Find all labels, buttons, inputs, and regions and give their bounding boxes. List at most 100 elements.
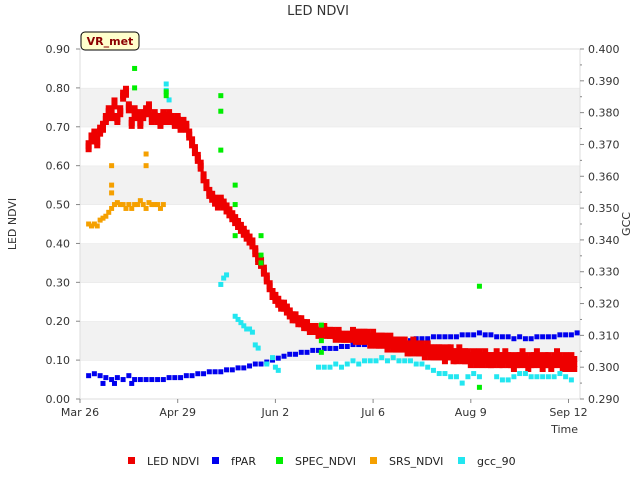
data-point xyxy=(129,205,135,211)
data-point xyxy=(146,200,152,206)
y-right-tick-label: 0.360 xyxy=(588,170,620,183)
legend-label: gcc_90 xyxy=(477,455,516,468)
data-point xyxy=(109,182,115,188)
series-gcc-90 xyxy=(163,81,574,386)
data-point xyxy=(321,364,327,370)
data-point xyxy=(91,371,97,377)
data-point xyxy=(565,366,572,372)
data-point xyxy=(364,328,371,335)
data-point xyxy=(482,348,489,355)
data-point xyxy=(120,95,127,102)
data-point xyxy=(232,313,238,319)
data-point xyxy=(111,202,117,208)
data-point xyxy=(551,362,558,369)
data-point xyxy=(327,345,333,351)
data-point xyxy=(214,204,221,211)
data-point xyxy=(442,334,448,340)
data-point xyxy=(183,373,189,379)
data-point xyxy=(419,361,425,367)
data-point xyxy=(108,115,115,122)
data-point xyxy=(494,334,500,340)
legend-swatch xyxy=(370,457,377,464)
y-left-tick-label: 0.10 xyxy=(46,354,71,367)
data-point xyxy=(563,374,569,380)
grid-band xyxy=(80,204,580,244)
grid-band xyxy=(80,165,580,205)
data-point xyxy=(160,202,166,208)
y-right-tick-label: 0.290 xyxy=(588,393,620,406)
data-point xyxy=(402,358,408,364)
data-point xyxy=(551,374,557,380)
x-axis: Mar 26 Apr 29 Jun 2 Jul 6 Aug 9 Sep 12 xyxy=(61,399,588,419)
data-point xyxy=(252,342,258,348)
data-point xyxy=(252,361,258,367)
data-point xyxy=(430,334,436,340)
y-left-tick-label: 0.60 xyxy=(46,160,71,173)
data-point xyxy=(132,65,138,71)
data-point xyxy=(235,316,241,322)
series-srs-ndvi xyxy=(86,151,166,229)
data-point xyxy=(129,380,135,386)
data-point xyxy=(407,358,413,364)
data-point xyxy=(456,344,463,351)
data-point xyxy=(145,107,152,114)
data-point xyxy=(367,342,374,349)
data-point xyxy=(117,202,123,208)
data-point xyxy=(516,362,523,369)
data-point xyxy=(508,352,515,359)
data-point xyxy=(534,334,540,340)
data-point xyxy=(471,332,477,338)
data-point xyxy=(562,352,569,359)
data-point xyxy=(425,336,431,342)
data-point xyxy=(318,349,324,355)
data-point xyxy=(476,348,483,355)
y-right-tick-label: 0.310 xyxy=(588,329,620,342)
legend-swatch xyxy=(276,457,283,464)
grid-band xyxy=(80,243,580,283)
data-point xyxy=(298,349,304,355)
data-point xyxy=(255,345,261,351)
data-point xyxy=(109,377,115,383)
data-point xyxy=(540,374,546,380)
data-point xyxy=(316,347,322,353)
data-point xyxy=(163,89,169,95)
data-point xyxy=(510,366,517,372)
data-point xyxy=(442,371,448,377)
data-point xyxy=(157,205,163,211)
data-point xyxy=(568,332,574,338)
data-point xyxy=(166,97,172,103)
y-right-tick-label: 0.390 xyxy=(588,75,620,88)
data-point xyxy=(571,356,578,362)
data-point xyxy=(453,358,460,365)
data-point xyxy=(488,332,494,338)
data-point xyxy=(247,363,253,369)
data-point xyxy=(120,377,126,383)
data-point xyxy=(137,122,144,129)
data-point xyxy=(493,348,500,355)
data-point xyxy=(100,380,106,386)
data-point xyxy=(218,281,224,287)
data-point xyxy=(206,369,212,375)
data-point xyxy=(439,344,446,351)
data-point xyxy=(117,111,124,118)
data-point xyxy=(94,142,101,149)
data-point xyxy=(517,371,523,377)
data-point xyxy=(132,202,138,208)
data-point xyxy=(114,200,120,206)
data-point xyxy=(114,119,121,125)
data-point xyxy=(568,377,574,383)
data-point xyxy=(511,336,517,342)
y-axis-left-label: LED NDVI xyxy=(6,198,19,250)
y-left-tick-label: 0.00 xyxy=(46,393,71,406)
data-point xyxy=(109,190,115,196)
data-point xyxy=(86,221,92,227)
data-point xyxy=(559,366,566,372)
data-point xyxy=(275,367,281,373)
data-point xyxy=(106,209,112,215)
data-point xyxy=(189,373,195,379)
data-point xyxy=(132,85,138,91)
data-point xyxy=(97,373,103,379)
data-point xyxy=(183,123,190,130)
data-point xyxy=(387,332,394,339)
data-point xyxy=(128,122,135,129)
